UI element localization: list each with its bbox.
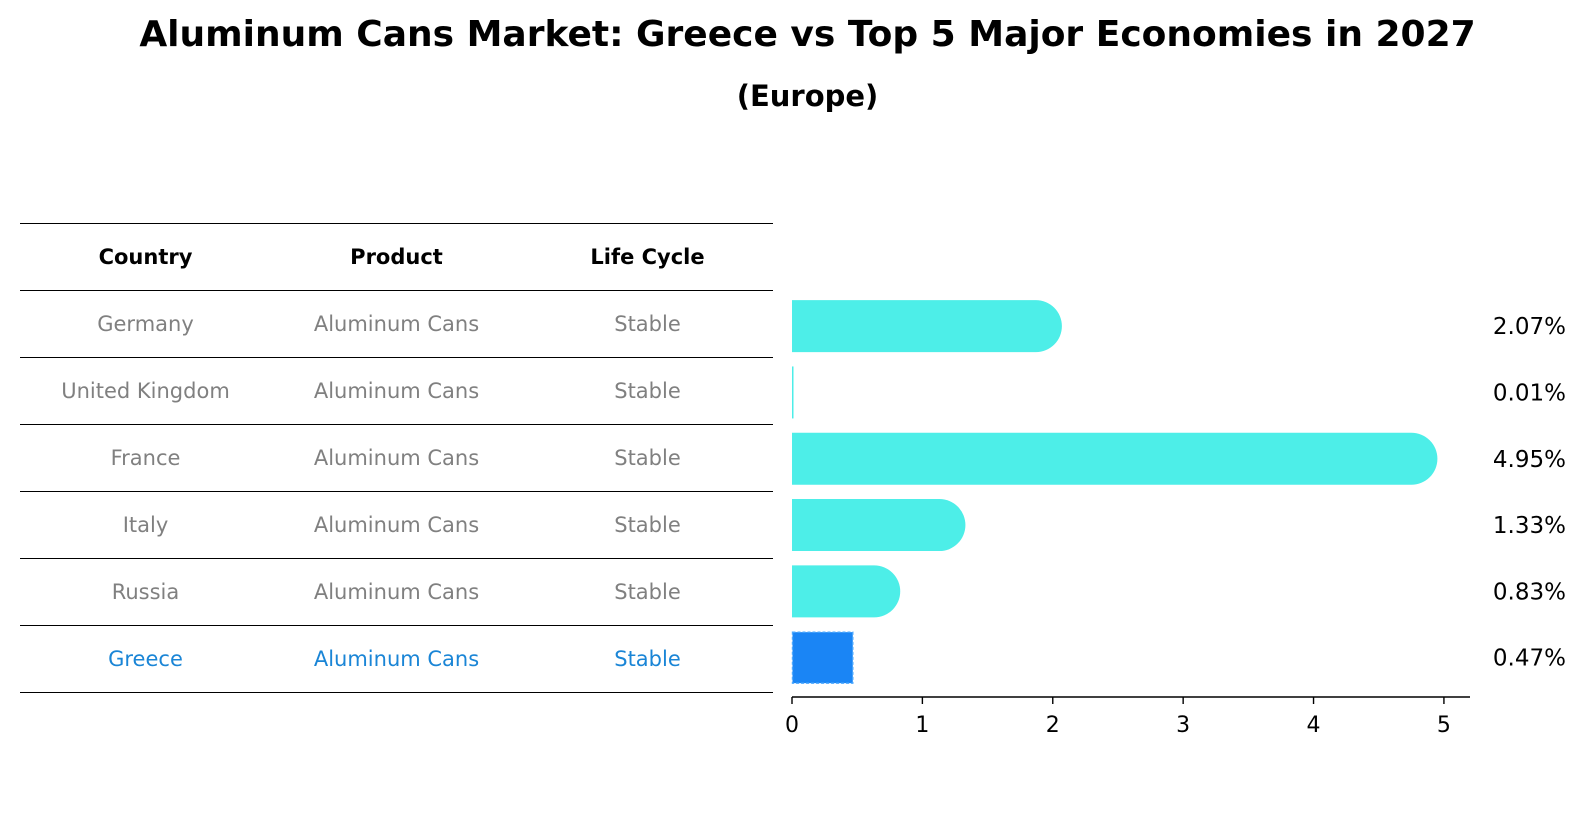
cell-life-cycle: Stable: [522, 424, 773, 492]
table-row: Germany Aluminum Cans Stable: [20, 290, 773, 358]
x-tick-label-5: 5: [1437, 713, 1451, 738]
cell-product: Aluminum Cans: [271, 424, 522, 492]
bar-france: [791, 432, 1438, 485]
table-row-highlight: Greece Aluminum Cans Stable: [20, 625, 773, 693]
value-label-united-kingdom: 0.01%: [1493, 380, 1566, 406]
bar-italy: [792, 499, 966, 552]
cell-country: Italy: [20, 491, 271, 559]
value-label-germany: 2.07%: [1493, 314, 1566, 340]
cell-life-cycle: Stable: [522, 290, 773, 358]
header-country: Country: [20, 223, 271, 291]
cell-product: Aluminum Cans: [271, 290, 522, 358]
value-label-russia: 0.83%: [1493, 579, 1566, 605]
cell-country: France: [20, 424, 271, 492]
chart-subtitle: (Europe): [736, 79, 879, 113]
cell-country: Germany: [20, 290, 271, 358]
cell-country: United Kingdom: [20, 357, 271, 425]
value-label-italy: 1.33%: [1493, 513, 1566, 539]
x-tick-label-0: 0: [785, 713, 799, 738]
cell-country: Russia: [20, 558, 271, 626]
cell-product: Aluminum Cans: [271, 625, 522, 693]
cell-product: Aluminum Cans: [271, 558, 522, 626]
country-table: Country Product Life Cycle Germany Alumi…: [20, 223, 773, 693]
cell-life-cycle: Stable: [522, 357, 773, 425]
x-tick-label-4: 4: [1307, 713, 1321, 738]
table-header-row: Country Product Life Cycle: [20, 223, 773, 291]
cell-product: Aluminum Cans: [271, 357, 522, 425]
value-label-france: 4.95%: [1493, 447, 1566, 473]
cell-life-cycle: Stable: [522, 491, 773, 559]
table-row: United Kingdom Aluminum Cans Stable: [20, 357, 773, 425]
cell-product: Aluminum Cans: [271, 491, 522, 559]
value-label-greece: 0.47%: [1493, 646, 1566, 672]
table-row: France Aluminum Cans Stable: [20, 424, 773, 492]
bar-russia: [792, 565, 901, 618]
table-row: Italy Aluminum Cans Stable: [20, 491, 773, 559]
x-tick-label-2: 2: [1046, 713, 1060, 738]
cell-country: Greece: [20, 625, 271, 693]
bar-greece: [791, 631, 854, 684]
cell-life-cycle: Stable: [522, 625, 773, 693]
x-tick-label-1: 1: [915, 713, 929, 738]
cell-life-cycle: Stable: [522, 558, 773, 626]
x-tick-label-3: 3: [1176, 713, 1190, 738]
table-row: Russia Aluminum Cans Stable: [20, 558, 773, 626]
header-product: Product: [271, 223, 522, 291]
bar-germany: [792, 300, 1062, 353]
chart-title: Aluminum Cans Market: Greece vs Top 5 Ma…: [139, 14, 1476, 55]
bar-united-kingdom: [792, 366, 794, 419]
header-life-cycle: Life Cycle: [522, 223, 773, 291]
